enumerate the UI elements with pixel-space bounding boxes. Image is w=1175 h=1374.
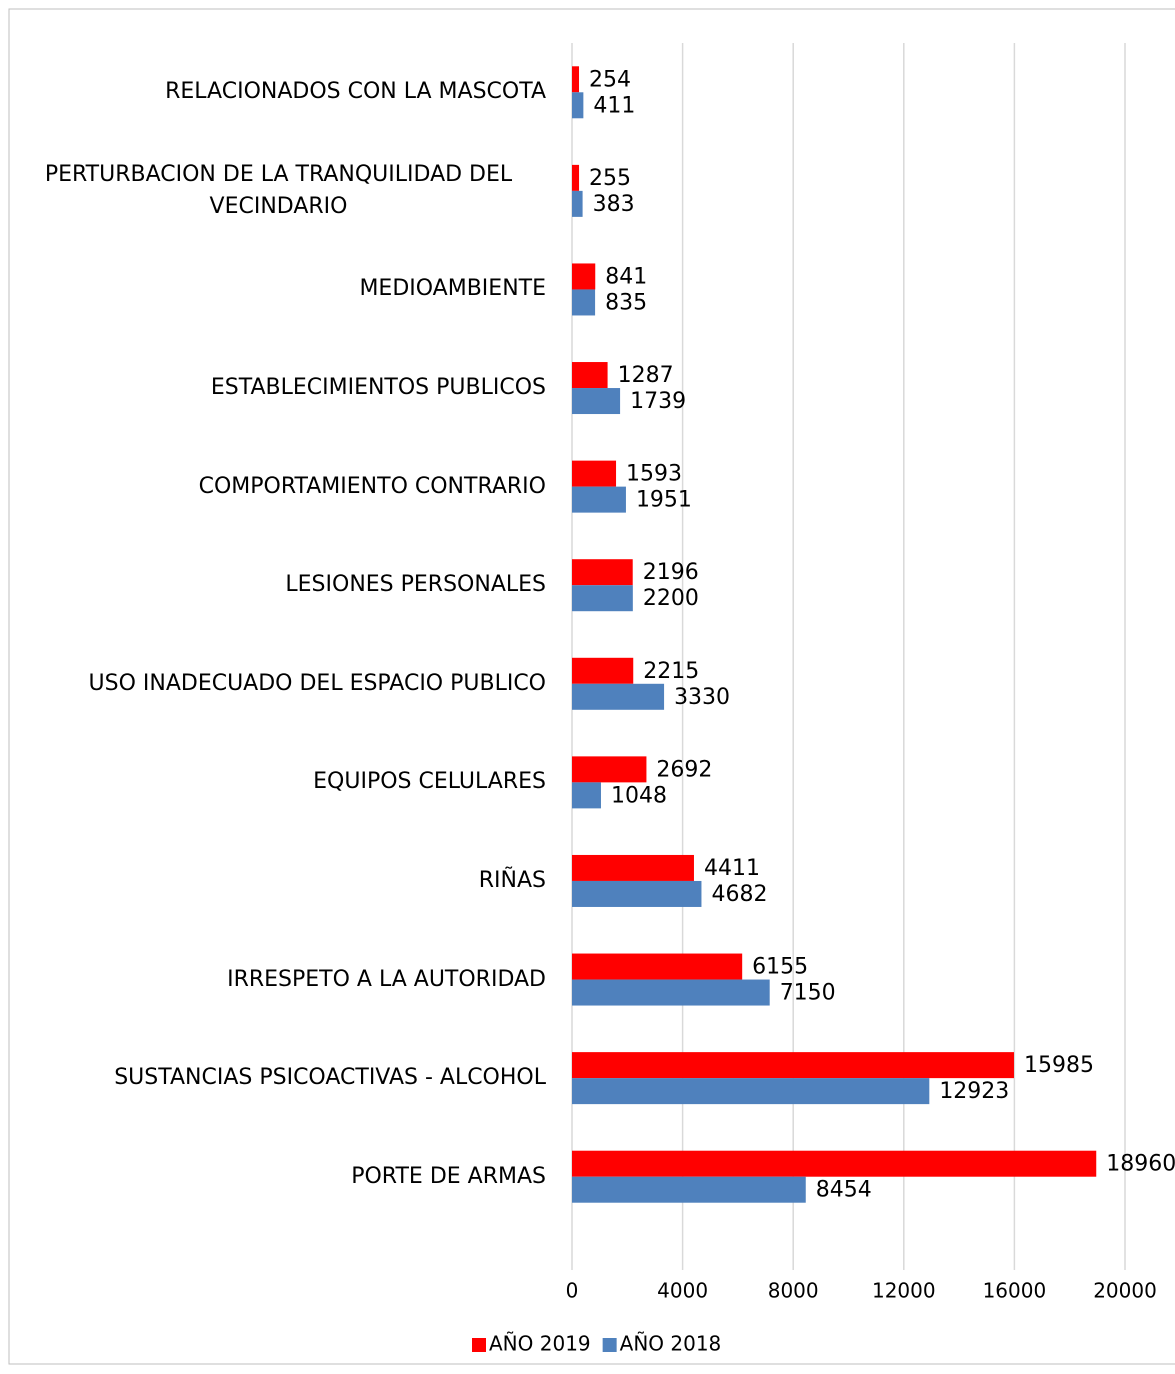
- bar: [572, 953, 743, 980]
- value-label: 2200: [643, 586, 699, 611]
- category-label: RELACIONADOS CON LA MASCOTA: [165, 79, 546, 105]
- value-label: 4682: [711, 882, 767, 907]
- bar: [572, 854, 694, 881]
- value-label: 835: [605, 290, 647, 315]
- category-label: IRRESPETO A LA AUTORIDAD: [227, 966, 546, 992]
- bar: [572, 362, 608, 389]
- value-label: 254: [589, 67, 631, 92]
- value-label: 18960: [1106, 1152, 1175, 1177]
- bar: [572, 585, 633, 612]
- bar: [572, 66, 580, 93]
- legend-swatch: [602, 1338, 617, 1352]
- category-label: EQUIPOS CELULARES: [313, 769, 546, 795]
- bar: [572, 190, 583, 217]
- category-label: PERTURBACION DE LA TRANQUILIDAD DEL VECI…: [44, 161, 513, 219]
- bar: [572, 1052, 1014, 1079]
- bar: [572, 263, 596, 290]
- value-label: 7150: [780, 981, 836, 1006]
- value-label: 2692: [656, 757, 712, 782]
- x-tick-label: 20000: [1093, 1279, 1157, 1303]
- category-label: MEDIOAMBIENTE: [359, 276, 546, 302]
- bar: [572, 486, 626, 513]
- value-label: 2215: [643, 659, 699, 684]
- value-label: 8454: [816, 1178, 872, 1203]
- bar: [572, 782, 601, 809]
- bar: [572, 559, 633, 586]
- value-label: 1287: [618, 363, 674, 388]
- bar: [572, 92, 584, 119]
- value-label: 1048: [611, 783, 667, 808]
- category-label: ESTABLECIMIENTOS PUBLICOS: [210, 375, 546, 401]
- chart-border: [8, 8, 1175, 1365]
- value-label: 3330: [674, 685, 730, 710]
- bar: [572, 388, 621, 415]
- category-label: COMPORTAMIENTO CONTRARIO: [198, 473, 546, 499]
- value-label: 15985: [1024, 1053, 1094, 1078]
- bar: [572, 289, 596, 316]
- bar: [572, 164, 580, 191]
- value-label: 411: [593, 93, 635, 118]
- x-tick-label: 8000: [768, 1279, 819, 1303]
- legend-label: AÑO 2019: [489, 1332, 591, 1356]
- bar: [572, 979, 770, 1006]
- bar: [572, 657, 634, 684]
- value-label: 6155: [752, 955, 808, 980]
- value-label: 12923: [939, 1079, 1009, 1104]
- bar: [572, 1176, 806, 1203]
- value-label: 1739: [630, 389, 686, 414]
- value-label: 2196: [643, 560, 699, 585]
- x-tick-label: 16000: [983, 1279, 1047, 1303]
- category-label: RIÑAS: [478, 867, 546, 893]
- value-label: 1951: [636, 488, 692, 513]
- category-label: USO INADECUADO DEL ESPACIO PUBLICO: [88, 670, 547, 696]
- category-label: SUSTANCIAS PSICOACTIVAS - ALCOHOL: [114, 1065, 546, 1091]
- bar: [572, 683, 665, 710]
- x-tick-label: 0: [566, 1279, 579, 1303]
- value-label: 4411: [704, 856, 760, 881]
- bar: [572, 460, 617, 487]
- legend-label: AÑO 2018: [620, 1332, 722, 1356]
- category-label: PORTE DE ARMAS: [351, 1163, 546, 1189]
- category-label: LESIONES PERSONALES: [285, 572, 546, 598]
- x-tick-label: 4000: [657, 1279, 708, 1303]
- bar: [572, 1078, 930, 1105]
- value-label: 841: [605, 264, 647, 289]
- bar: [572, 1150, 1097, 1177]
- value-label: 255: [589, 166, 631, 191]
- bar: [572, 756, 647, 783]
- value-label: 1593: [626, 462, 682, 487]
- bar: [572, 880, 702, 907]
- value-label: 383: [593, 192, 635, 217]
- legend-swatch: [472, 1338, 486, 1352]
- x-tick-label: 12000: [872, 1279, 936, 1303]
